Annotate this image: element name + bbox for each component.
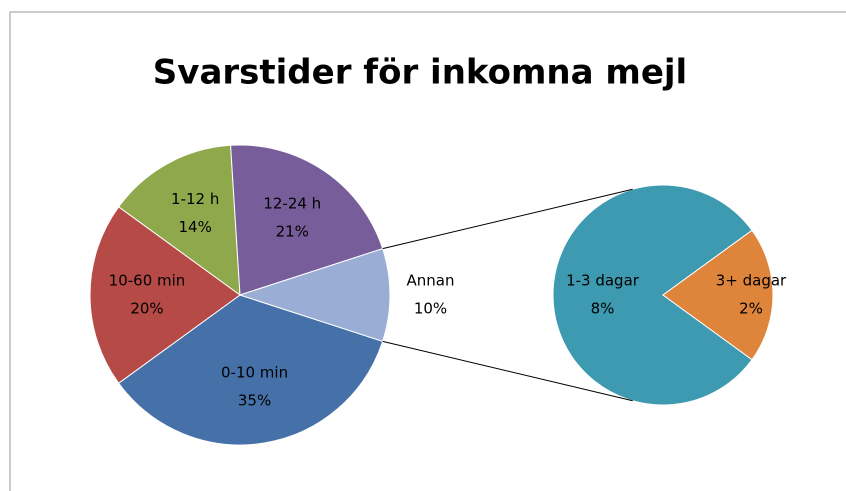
slice-label: 10-60 min: [109, 272, 186, 290]
connector-line: [382, 188, 633, 250]
pie-slice: [117, 144, 241, 297]
slice-value-label: 21%: [276, 223, 309, 241]
slice-value-label: 8%: [591, 300, 615, 318]
slice-label: 1-12 h: [171, 190, 219, 208]
pie-slice: [662, 229, 774, 361]
slice-value-label: 2%: [739, 300, 763, 318]
slice-value-label: 14%: [179, 218, 212, 236]
pie-slice: [89, 206, 241, 384]
chart-title: Svarstider för inkomna mejl: [153, 53, 687, 93]
slice-value-label: 10%: [414, 300, 447, 318]
slice-label: 3+ dagar: [716, 272, 787, 290]
slice-label: 1-3 dagar: [566, 272, 640, 290]
pie-slice: [117, 294, 384, 446]
pie-slice: [238, 248, 391, 342]
connector-line: [382, 340, 633, 402]
pie-slice: [552, 184, 753, 406]
slice-value-label: 35%: [238, 391, 271, 409]
slice-label: 0-10 min: [221, 363, 288, 381]
slice-label: 12-24 h: [263, 195, 321, 213]
pie-slice: [230, 144, 384, 296]
slice-label: Annan: [407, 272, 455, 290]
slice-value-label: 20%: [130, 300, 163, 318]
